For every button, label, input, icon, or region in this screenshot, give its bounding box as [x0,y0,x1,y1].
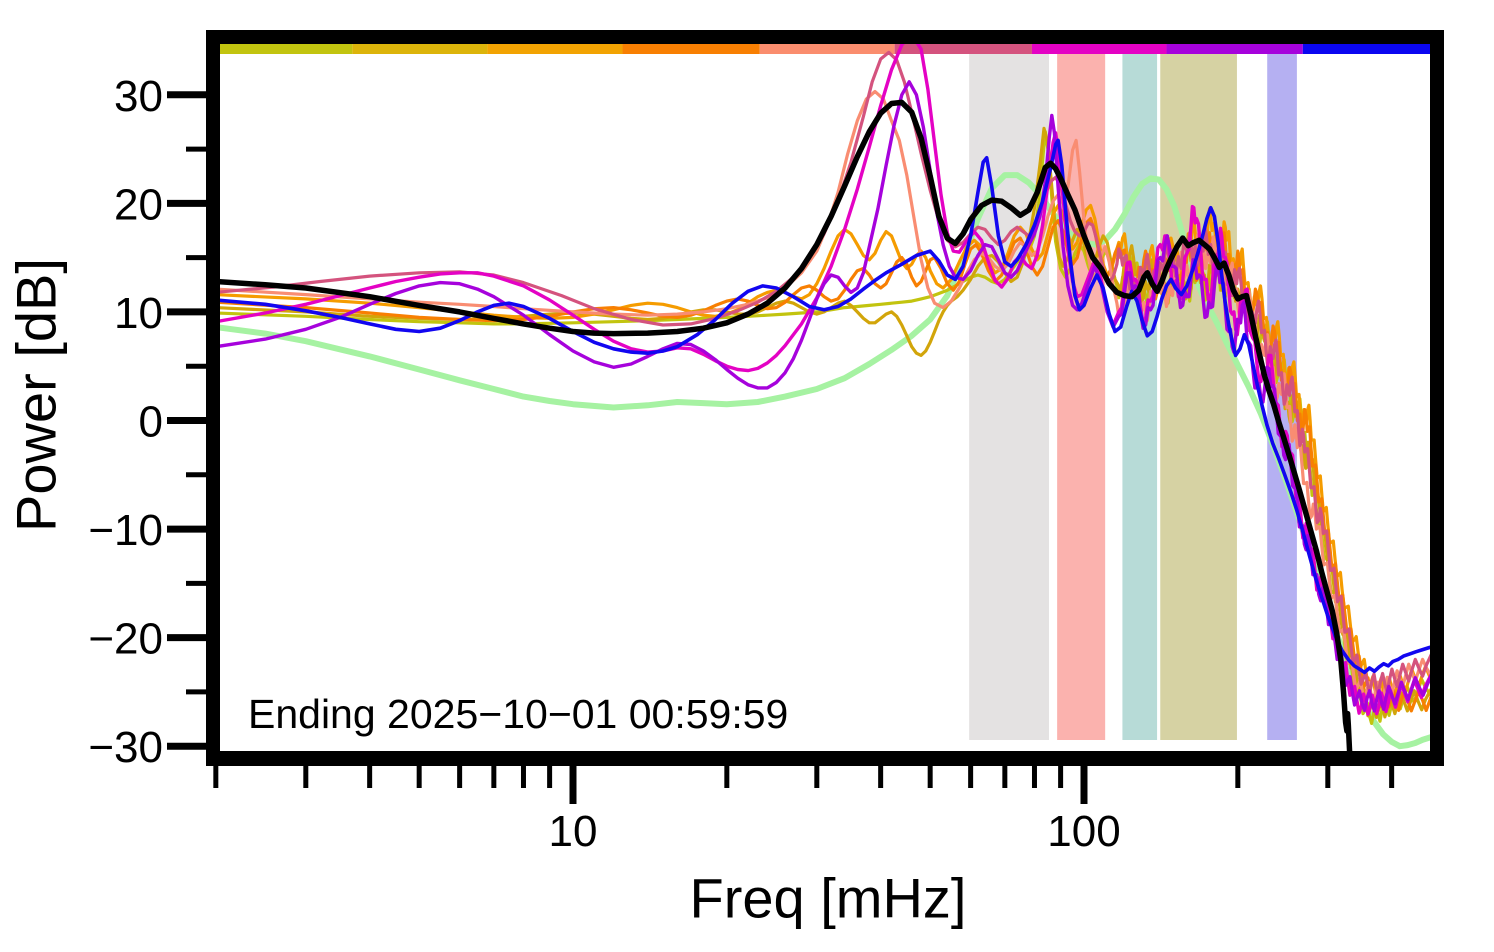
curve-black [218,99,1353,752]
curve-gold [218,126,1430,719]
topbar-segment-magenta [1031,44,1167,54]
y-tick-label: 30 [114,72,163,121]
band-khaki [1160,54,1237,740]
x-axis-ticks: 10 100 [213,766,1395,856]
band-teal [1122,54,1158,740]
band-gray [969,54,1049,740]
frame-right [1430,30,1444,766]
y-tick-label: −20 [88,615,163,664]
topbar-segment-olive [216,44,353,54]
topbar-segment-gold [352,44,488,54]
y-tick-label: 0 [139,398,163,447]
y-tick-label: 10 [114,289,163,338]
topbar-segment-orange [487,44,623,54]
x-tick-label: 100 [1047,807,1120,856]
frame-top [206,30,1444,44]
x-tick-label: 10 [549,807,598,856]
topbar-segment-dark-orange [622,44,760,54]
topbar-segment-rose [894,44,1032,54]
topbar-segment-purple [1166,44,1303,54]
ending-timestamp-annotation: Ending 2025−10−01 00:59:59 [248,691,789,737]
y-tick-label: −10 [88,506,163,555]
y-axis-title: Power [dB] [4,258,68,532]
y-axis-ticks: 30 20 10 0 −10 −20 −30 [88,72,206,772]
curves-group [218,44,1430,752]
frame-bottom [206,751,1444,766]
y-tick-label: 20 [114,180,163,229]
y-tick-label: −30 [88,723,163,772]
topbar-segment-salmon [759,44,895,54]
x-axis-title: Freq [mHz] [689,866,967,930]
band-pink [1057,54,1106,740]
topbar-segment-blue [1302,44,1436,54]
frame-left [206,30,220,766]
